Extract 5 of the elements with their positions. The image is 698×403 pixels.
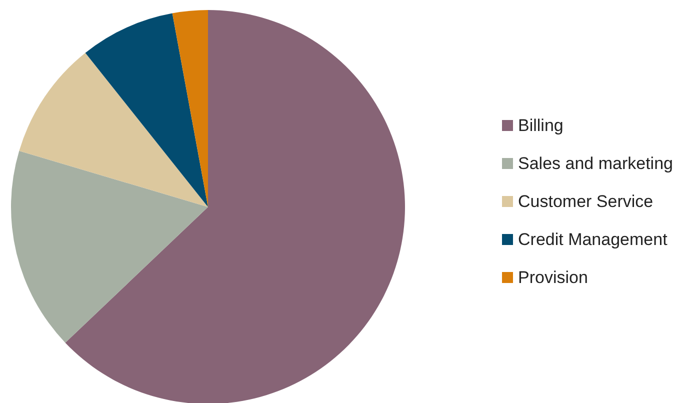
legend-label: Billing [518, 116, 564, 135]
legend-label: Credit Management [518, 230, 668, 249]
legend-label: Customer Service [518, 192, 654, 211]
legend-label: Sales and marketing [518, 154, 673, 173]
legend-label: Provision [518, 268, 588, 287]
